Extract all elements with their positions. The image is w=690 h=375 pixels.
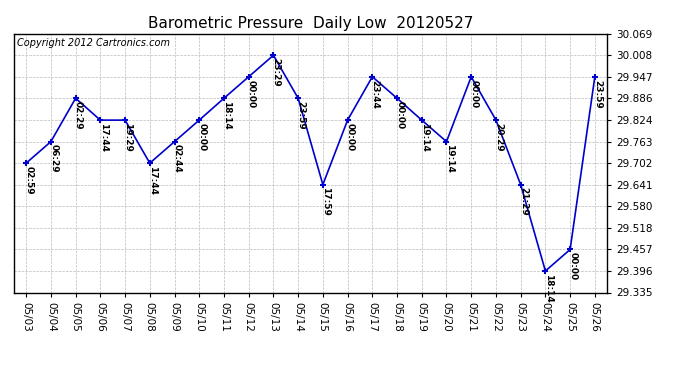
Text: 17:44: 17:44 bbox=[99, 123, 108, 152]
Text: 23:44: 23:44 bbox=[371, 80, 380, 108]
Text: 19:14: 19:14 bbox=[420, 123, 429, 152]
Text: 21:29: 21:29 bbox=[519, 188, 528, 216]
Text: 00:00: 00:00 bbox=[469, 80, 478, 108]
Text: 02:59: 02:59 bbox=[24, 166, 33, 195]
Text: 17:44: 17:44 bbox=[148, 166, 157, 195]
Text: 23:59: 23:59 bbox=[297, 101, 306, 130]
Text: 00:00: 00:00 bbox=[346, 123, 355, 151]
Text: 18:14: 18:14 bbox=[544, 274, 553, 303]
Text: 02:44: 02:44 bbox=[172, 144, 181, 173]
Text: 00:00: 00:00 bbox=[197, 123, 206, 151]
Text: 18:14: 18:14 bbox=[222, 101, 231, 130]
Text: 19:29: 19:29 bbox=[124, 123, 132, 152]
Text: 20:29: 20:29 bbox=[494, 123, 503, 152]
Text: 00:00: 00:00 bbox=[395, 101, 404, 129]
Text: 23:29: 23:29 bbox=[272, 58, 281, 87]
Title: Barometric Pressure  Daily Low  20120527: Barometric Pressure Daily Low 20120527 bbox=[148, 16, 473, 31]
Text: Copyright 2012 Cartronics.com: Copyright 2012 Cartronics.com bbox=[17, 38, 170, 48]
Text: 00:00: 00:00 bbox=[247, 80, 256, 108]
Text: 06:29: 06:29 bbox=[49, 144, 58, 173]
Text: 23:59: 23:59 bbox=[593, 80, 602, 108]
Text: 19:14: 19:14 bbox=[445, 144, 454, 173]
Text: 02:29: 02:29 bbox=[74, 101, 83, 130]
Text: 00:00: 00:00 bbox=[569, 252, 578, 280]
Text: 17:59: 17:59 bbox=[321, 188, 330, 216]
